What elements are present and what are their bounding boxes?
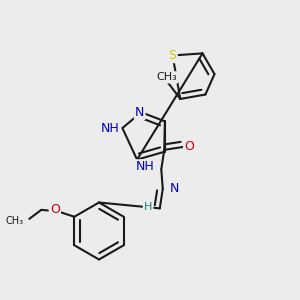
Text: NH: NH: [136, 160, 155, 173]
Text: CH₃: CH₃: [156, 72, 177, 82]
Text: O: O: [50, 203, 60, 216]
Text: CH₃: CH₃: [6, 216, 24, 226]
Text: H: H: [144, 202, 152, 212]
Text: S: S: [169, 49, 177, 62]
Text: N: N: [169, 182, 179, 195]
Text: NH: NH: [101, 122, 120, 135]
Text: N: N: [135, 106, 144, 119]
Text: O: O: [184, 140, 194, 153]
